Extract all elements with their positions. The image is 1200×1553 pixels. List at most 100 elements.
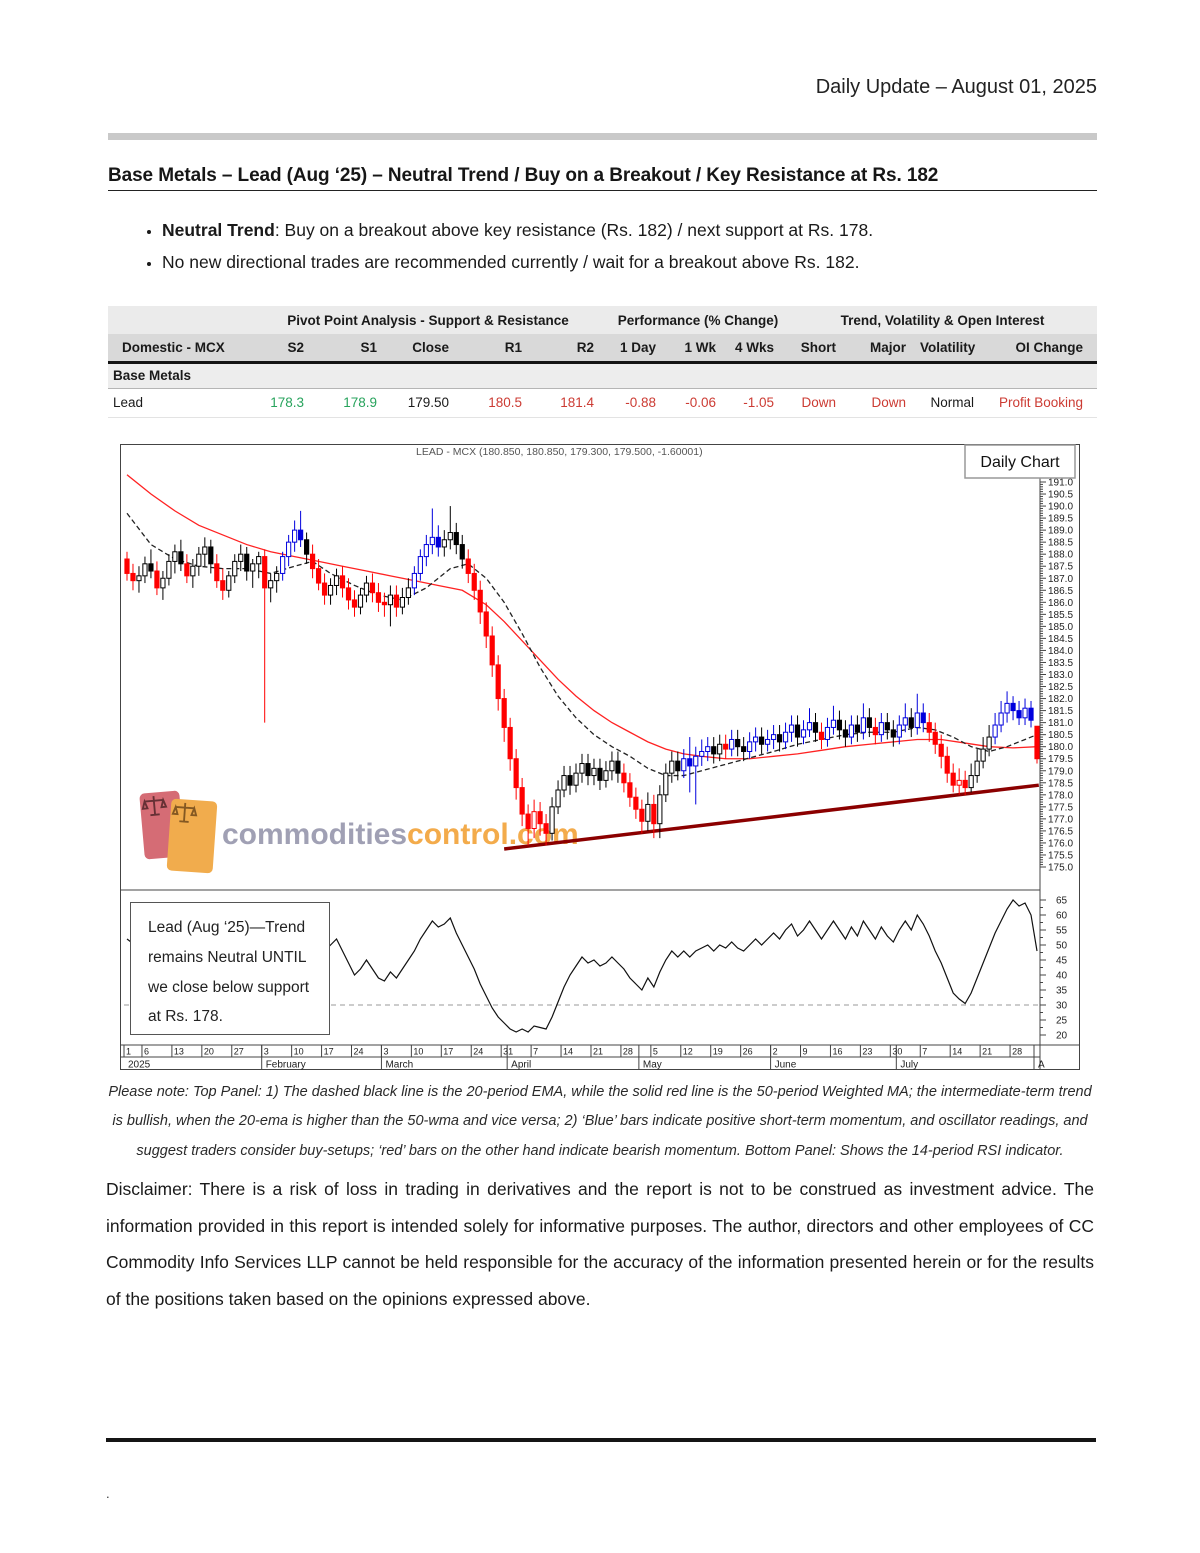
svg-text:24: 24 (354, 1047, 364, 1057)
svg-text:35: 35 (1056, 986, 1068, 997)
svg-text:177.0: 177.0 (1048, 814, 1073, 825)
svg-text:175.0: 175.0 (1048, 863, 1073, 874)
svg-text:14: 14 (952, 1047, 962, 1057)
svg-text:191.0: 191.0 (1048, 478, 1073, 489)
table-column-header-row: Domestic - MCX S2 S1 Close R1 R2 1 Day 1… (108, 334, 1098, 364)
chart-container: commoditiescontrol.com 191.0 190.5 190.0 18… (120, 440, 1080, 1070)
svg-text:40: 40 (1056, 971, 1068, 982)
svg-text:30: 30 (892, 1047, 902, 1057)
column-header-volatility: Volatility (920, 334, 988, 364)
svg-text:7: 7 (922, 1047, 927, 1057)
cell-close: 179.50 (391, 388, 463, 418)
group-header-pivot: Pivot Point Analysis - Support & Resista… (248, 306, 608, 334)
svg-text:178.5: 178.5 (1048, 778, 1073, 789)
cell-oi-change: Profit Booking (988, 388, 1098, 418)
svg-text:June: June (775, 1060, 797, 1071)
table-row-lead: Lead 178.3 178.9 179.50 180.5 181.4 -0.8… (108, 388, 1098, 418)
svg-text:20: 20 (204, 1047, 214, 1057)
column-header-major: Major (850, 334, 920, 364)
svg-text:21: 21 (982, 1047, 992, 1057)
cell-r2: 181.4 (536, 388, 608, 418)
svg-text:13: 13 (174, 1047, 184, 1057)
svg-text:45: 45 (1056, 956, 1068, 967)
page-title: Base Metals – Lead (Aug ‘25) – Neutral T… (108, 165, 1097, 191)
svg-text:186.5: 186.5 (1048, 586, 1073, 597)
column-header-s1: S1 (318, 334, 391, 364)
svg-text:February: February (266, 1060, 306, 1071)
group-header-trend: Trend, Volatility & Open Interest (788, 306, 1098, 334)
svg-text:182.0: 182.0 (1048, 694, 1073, 705)
svg-text:184.0: 184.0 (1048, 646, 1073, 657)
svg-text:5: 5 (653, 1047, 658, 1057)
svg-text:A: A (1038, 1060, 1045, 1071)
svg-text:187.0: 187.0 (1048, 574, 1073, 585)
svg-text:177.5: 177.5 (1048, 802, 1073, 813)
svg-text:9: 9 (803, 1047, 808, 1057)
svg-text:190.5: 190.5 (1048, 490, 1073, 501)
bullet-list: Neutral Trend: Buy on a breakout above k… (142, 220, 1082, 284)
svg-text:1: 1 (126, 1047, 131, 1057)
svg-text:10: 10 (413, 1047, 423, 1057)
svg-text:19: 19 (713, 1047, 723, 1057)
svg-text:6: 6 (144, 1047, 149, 1057)
svg-text:185.0: 185.0 (1048, 622, 1073, 633)
cell-r1: 180.5 (463, 388, 536, 418)
group-header-performance: Performance (% Change) (608, 306, 788, 334)
svg-text:28: 28 (623, 1047, 633, 1057)
scales-icon (166, 798, 218, 874)
bullet-item: Neutral Trend: Buy on a breakout above k… (162, 220, 1082, 241)
cell-s1: 178.9 (318, 388, 391, 418)
cell-major-trend: Down (850, 388, 920, 418)
cell-s2: 178.3 (248, 388, 318, 418)
bottom-rule (106, 1438, 1096, 1442)
svg-text:60: 60 (1056, 911, 1068, 922)
cell-4wks: -1.05 (730, 388, 788, 418)
svg-text:24: 24 (473, 1047, 483, 1057)
price-chart: 191.0190.5190.0189.5189.0188.5188.0187.5… (120, 444, 1080, 1071)
table-section-row: Base Metals (108, 362, 1098, 389)
svg-text:20: 20 (1056, 1031, 1068, 1042)
svg-text:12: 12 (683, 1047, 693, 1057)
cell-volatility: Normal (920, 388, 988, 418)
watermark-commodities: commodities (222, 818, 408, 851)
svg-text:184.5: 184.5 (1048, 634, 1073, 645)
bullet-text: No new directional trades are recommende… (162, 252, 860, 272)
table-group-header-row: Pivot Point Analysis - Support & Resista… (108, 306, 1098, 334)
svg-text:190.0: 190.0 (1048, 502, 1073, 513)
divider-bar (108, 133, 1097, 140)
cell-name: Lead (108, 388, 248, 418)
column-header-close: Close (391, 334, 463, 364)
svg-text:30: 30 (1056, 1001, 1068, 1012)
svg-text:176.0: 176.0 (1048, 838, 1073, 849)
section-label: Base Metals (108, 362, 1098, 389)
svg-text:25: 25 (1056, 1016, 1068, 1027)
report-header: Daily Update – August 01, 2025 (815, 76, 1097, 98)
disclaimer: Disclaimer: There is a risk of loss in t… (106, 1179, 1094, 1309)
svg-text:17: 17 (324, 1047, 334, 1057)
svg-text:55: 55 (1056, 926, 1068, 937)
column-header-1day: 1 Day (608, 334, 670, 364)
column-header-4wks: 4 Wks (730, 334, 788, 364)
svg-text:2: 2 (773, 1047, 778, 1057)
svg-text:183.5: 183.5 (1048, 658, 1073, 669)
svg-text:28: 28 (1012, 1047, 1022, 1057)
svg-text:April: April (511, 1060, 531, 1071)
group-header-empty (108, 306, 248, 334)
pivot-table: Pivot Point Analysis - Support & Resista… (108, 306, 1098, 418)
svg-text:65: 65 (1056, 896, 1068, 907)
column-header-r2: R2 (536, 334, 608, 364)
svg-text:180.5: 180.5 (1048, 730, 1073, 741)
svg-text:23: 23 (862, 1047, 872, 1057)
svg-text:181.0: 181.0 (1048, 718, 1073, 729)
chart-annotation-box: Lead (Aug ‘25)—Trend remains Neutral UNT… (130, 902, 330, 1035)
column-header-domestic-mcx: Domestic - MCX (108, 334, 248, 364)
svg-text:March: March (385, 1060, 413, 1071)
svg-text:31: 31 (503, 1047, 513, 1057)
svg-text:189.0: 189.0 (1048, 526, 1073, 537)
svg-text:183.0: 183.0 (1048, 670, 1073, 681)
svg-text:188.0: 188.0 (1048, 550, 1073, 561)
svg-text:14: 14 (563, 1047, 573, 1057)
svg-text:10: 10 (294, 1047, 304, 1057)
svg-text:185.5: 185.5 (1048, 610, 1073, 621)
svg-text:188.5: 188.5 (1048, 538, 1073, 549)
